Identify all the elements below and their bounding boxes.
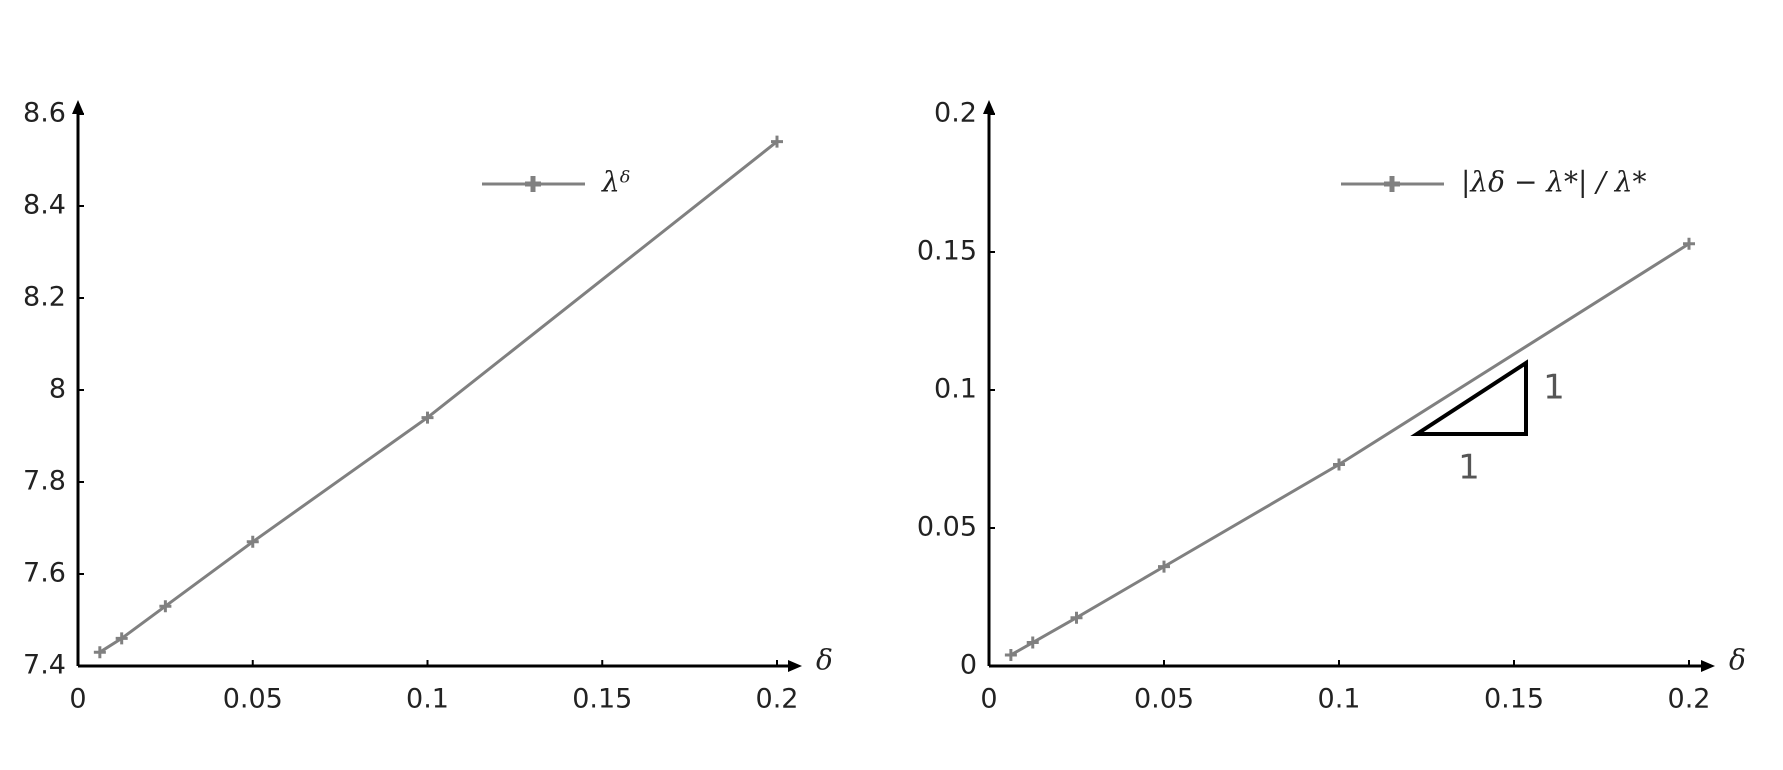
x-axis-label: δ	[816, 644, 833, 677]
y-tick-label: 7.4	[23, 650, 66, 681]
slope-run-label: 1	[1458, 448, 1480, 488]
series-line	[1010, 242, 1690, 657]
series-line	[99, 140, 778, 654]
point-marker	[1004, 648, 1017, 661]
y-tick-label: 0.1	[934, 374, 977, 405]
point-marker	[246, 535, 259, 548]
point-marker	[1158, 560, 1170, 573]
y-axis-arrow	[72, 100, 84, 114]
point-marker	[115, 632, 128, 645]
x-tick-label: 0.15	[572, 684, 632, 715]
slope-rise-label: 1	[1543, 368, 1565, 408]
y-tick-label: 8.4	[23, 190, 66, 221]
x-tick-label: 0.2	[756, 684, 799, 715]
x-tick-label: 0.05	[223, 684, 283, 715]
legend-label: |λδ − λ*| / λ*	[1461, 166, 1646, 199]
y-tick-label: 0	[960, 650, 977, 681]
y-tick-label: 7.8	[23, 466, 66, 497]
point-marker	[1333, 458, 1345, 471]
legend-marker	[525, 176, 541, 192]
x-tick-label: 0.1	[1318, 684, 1361, 715]
y-tick-label: 0.15	[917, 236, 977, 267]
x-axis-arrow	[788, 660, 802, 672]
point-marker	[1070, 611, 1083, 624]
x-tick-label: 0.2	[1668, 684, 1711, 715]
point-marker	[93, 646, 106, 659]
legend-marker	[1384, 176, 1400, 192]
x-tick-label: 0.1	[406, 684, 449, 715]
x-tick-label: 0	[69, 684, 86, 715]
slope-triangle	[1410, 359, 1528, 436]
x-axis-arrow	[1701, 660, 1715, 672]
point-marker	[159, 600, 172, 613]
y-tick-label: 8.2	[23, 282, 66, 313]
legend-label: λᵟ	[601, 166, 630, 199]
point-marker	[1026, 636, 1039, 649]
point-marker	[421, 411, 434, 424]
x-tick-label: 0.15	[1484, 684, 1544, 715]
x-tick-label: 0	[980, 684, 997, 715]
y-axis-arrow	[983, 100, 995, 114]
y-tick-label: 8.6	[23, 98, 66, 129]
y-tick-label: 8	[49, 374, 66, 405]
x-axis-label: δ	[1729, 644, 1746, 677]
y-tick-label: 7.6	[23, 558, 66, 589]
y-tick-label: 0.2	[934, 98, 977, 129]
point-marker	[771, 135, 783, 148]
y-tick-label: 0.05	[917, 512, 977, 543]
point-marker	[1683, 237, 1695, 250]
x-tick-label: 0.05	[1134, 684, 1194, 715]
